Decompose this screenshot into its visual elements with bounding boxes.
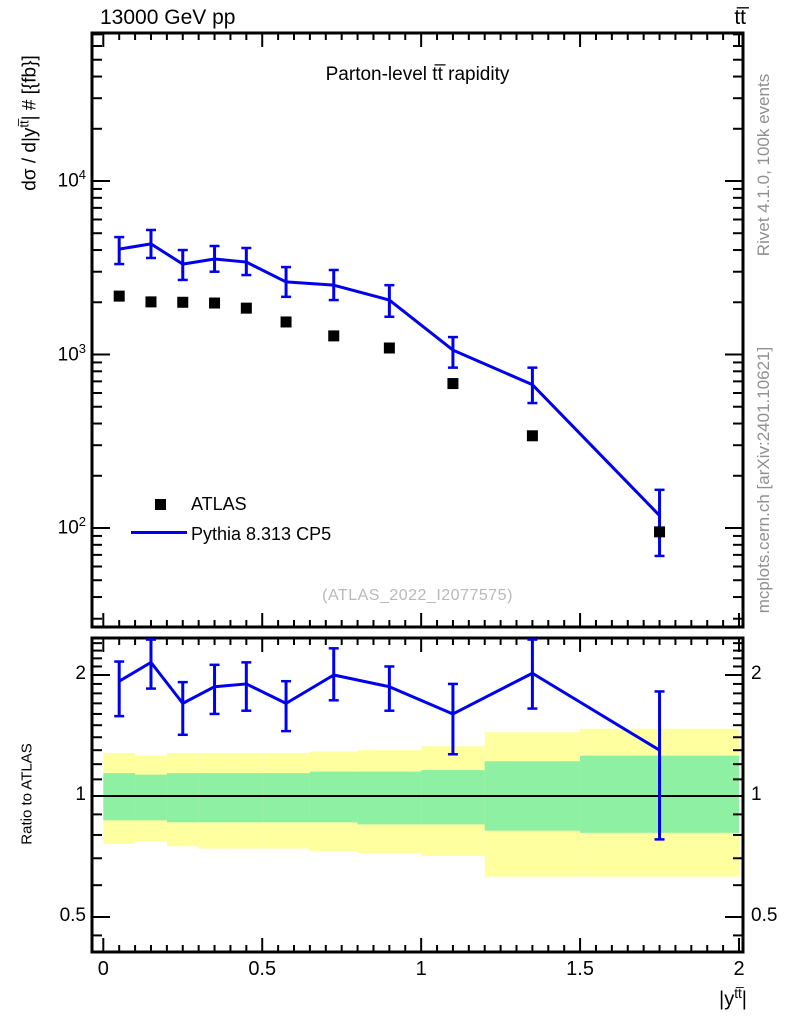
process-label: tt̅ <box>734 6 746 29</box>
atlas-data-point <box>177 296 189 308</box>
ratio-inner-uncertainty-band <box>198 773 231 823</box>
ratio-tick-label-right: 2 <box>751 662 762 684</box>
ratio-inner-uncertainty-band <box>166 773 199 823</box>
x-axis-tick-label: 0.5 <box>248 958 277 980</box>
ratio-inner-uncertainty-band <box>230 773 263 823</box>
y-axis-tick-label: 104 <box>57 167 86 192</box>
mcplots-reference-label: mcplots.cern.ch [arXiv:2401.10621] <box>754 346 773 614</box>
legend-label-pythia: Pythia 8.313 CP5 <box>191 524 332 544</box>
ratio-inner-uncertainty-band <box>421 770 485 825</box>
y-axis-title-superscript: tt̅ <box>16 120 32 128</box>
atlas-data-point <box>447 378 459 390</box>
atlas-data-point <box>654 526 666 538</box>
x-axis-title-superscript: tt̅ <box>734 986 742 1001</box>
atlas-data-point <box>280 316 292 328</box>
ratio-inner-uncertainty-band <box>262 773 310 823</box>
ratio-tick-label-left: 2 <box>75 662 86 684</box>
analysis-id-watermark: (ATLAS_2022_I2077575) <box>322 587 513 604</box>
atlas-data-point <box>383 342 395 354</box>
ratio-inner-uncertainty-band <box>357 771 422 825</box>
plot-title: Parton-level tt̅ rapidity <box>325 64 510 85</box>
atlas-data-point <box>209 297 221 309</box>
x-axis-title: |ytt̅| <box>600 986 747 1012</box>
legend-atlas-square-marker <box>155 499 166 510</box>
y-axis-tick-label: 102 <box>57 514 86 539</box>
atlas-data-point <box>328 330 340 342</box>
x-axis-title-suffix: | <box>741 988 747 1011</box>
y-axis-tick-label: 103 <box>57 340 86 365</box>
x-axis-tick-label: 1.5 <box>566 958 594 980</box>
ratio-panel-frame <box>90 636 745 954</box>
atlas-data-point <box>145 296 157 308</box>
rivet-version-label: Rivet 4.1.0, 100k events <box>754 73 773 257</box>
y-axis-title-suffix: | # [{fb}] <box>19 55 41 121</box>
ratio-inner-uncertainty-band <box>135 774 167 821</box>
x-axis-tick-label: 2 <box>733 958 745 980</box>
beam-energy-label: 13000 GeV pp <box>100 6 236 29</box>
x-axis-tick-label: 1 <box>415 958 427 980</box>
legend-label-atlas: ATLAS <box>191 494 247 514</box>
main-panel-frame <box>90 31 745 629</box>
ratio-tick-label-right: 1 <box>751 784 762 805</box>
legend-pythia-line-marker <box>131 531 187 534</box>
atlas-data-point <box>240 302 252 314</box>
x-axis-tick-label: 0 <box>97 958 109 980</box>
atlas-data-point <box>113 290 125 302</box>
ratio-tick-label-left: 1 <box>75 784 86 805</box>
ratio-tick-label-right: 0.5 <box>751 905 778 926</box>
ratio-tick-label-left: 0.5 <box>59 905 86 926</box>
x-axis-title-prefix: |y <box>719 988 735 1011</box>
atlas-data-point <box>526 430 538 442</box>
